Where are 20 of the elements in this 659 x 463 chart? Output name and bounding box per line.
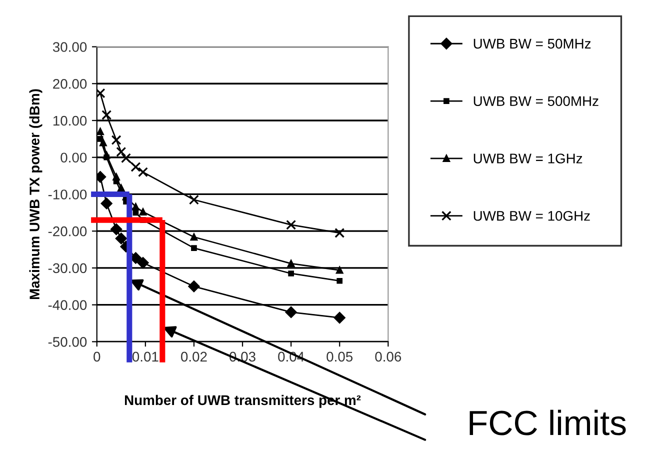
legend-label: UWB BW = 1GHz [474, 154, 582, 164]
y-tick-label: 0.00 [60, 152, 87, 163]
y-tick-label: -50.00 [48, 337, 87, 347]
x-tick-label: 0.02 [180, 352, 207, 362]
y-tick-label: -40.00 [48, 300, 87, 310]
y-tick-label: 10.00 [53, 116, 87, 126]
legend-label: UWB BW = 50MHz [474, 38, 591, 49]
x-tick-label: 0 [94, 352, 100, 362]
y-axis-title: Maximum UWB TX power (dBm) [29, 89, 42, 300]
x-tick-label: 0.01 [132, 352, 158, 362]
y-tick-label: 30.00 [52, 42, 87, 52]
x-tick-label: 0.05 [326, 352, 353, 362]
legend-label: UWB BW = 500MHz [474, 96, 598, 106]
y-tick-label: 20.00 [53, 78, 87, 89]
y-tick-label: -20.00 [48, 226, 87, 236]
text: FCC limits [470, 410, 626, 436]
legend-label: UWB BW = 10GHz [474, 210, 590, 221]
y-tick-label: -30.00 [48, 263, 87, 274]
y-tick-label: -10.00 [48, 190, 87, 200]
x-tick-label: 0.06 [375, 352, 402, 362]
